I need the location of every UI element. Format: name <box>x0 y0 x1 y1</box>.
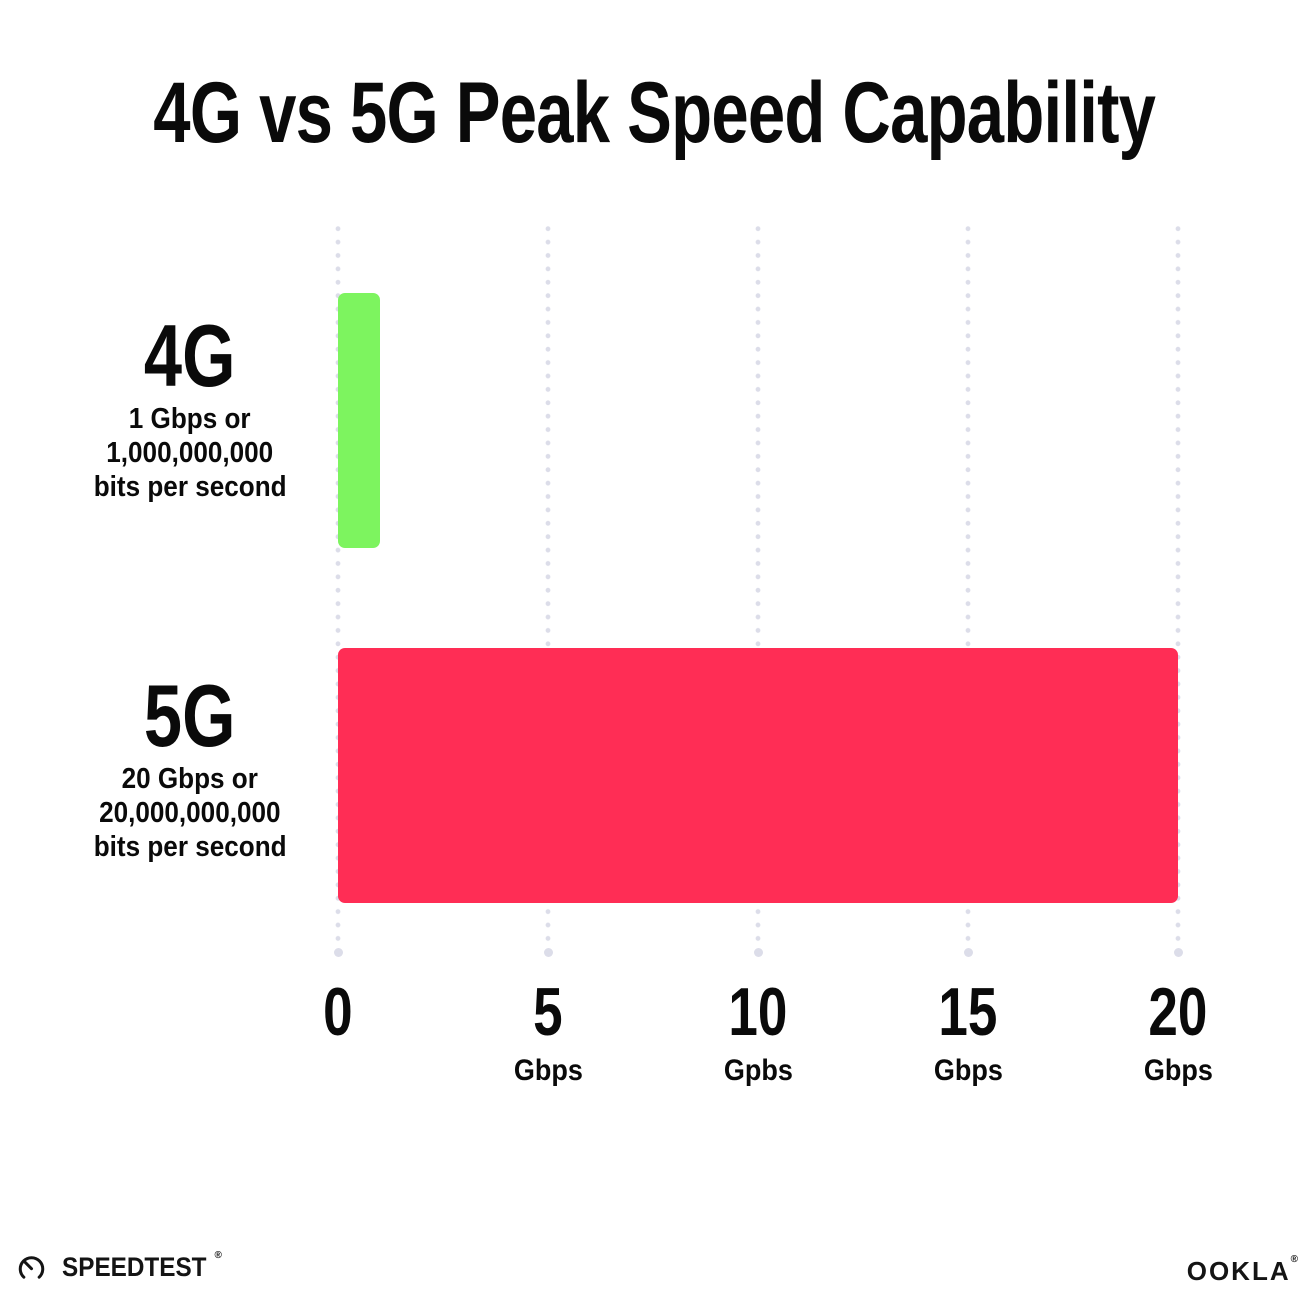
category-sublabel-5g: 20 Gbps or 20,000,000,000 bits per secon… <box>25 762 355 864</box>
bar-4g <box>338 293 380 548</box>
category-label-4g: 4G 1 Gbps or 1,000,000,000 bits per seco… <box>25 310 355 504</box>
category-label-5g: 5G 20 Gbps or 20,000,000,000 bits per se… <box>25 670 355 864</box>
speedtest-trademark: ® <box>214 1250 222 1261</box>
speedtest-wordmark: SPEEDTEST ® <box>62 1250 222 1282</box>
speedtest-gauge-icon <box>18 1256 45 1279</box>
x-tick-unit: Gbps <box>933 1054 1003 1087</box>
speedtest-logo: SPEEDTEST ® <box>16 1250 222 1283</box>
x-tick-15: 15 Gbps <box>848 976 1088 1088</box>
gridline-end-dot <box>963 948 973 957</box>
category-sublabel-4g: 1 Gbps or 1,000,000,000 bits per second <box>25 402 355 504</box>
x-tick-5: 5 Gbps <box>428 976 668 1088</box>
gridline-end-dot <box>1173 948 1183 957</box>
ookla-logo: OOKLA® <box>1186 1254 1300 1287</box>
x-tick-value: 15 <box>938 974 998 1050</box>
x-tick-unit: Gbps <box>1143 1054 1213 1087</box>
chart-title: 4G vs 5G Peak Speed Capability <box>0 64 1308 162</box>
chart-title-text: 4G vs 5G Peak Speed Capability <box>153 64 1156 161</box>
ookla-wordmark: OOKLA <box>1186 1256 1291 1286</box>
sublabel-line: bits per second <box>93 831 287 863</box>
sublabel-line: 1 Gbps or <box>129 403 251 435</box>
sublabel-line: 1,000,000,000 <box>106 437 274 469</box>
x-tick-10: 10 Gpbs <box>638 976 878 1088</box>
category-name-5g-text: 5G <box>144 666 236 765</box>
sublabel-line: 20,000,000,000 <box>99 797 281 829</box>
gridline-end-dot <box>753 948 763 957</box>
sublabel-line: 20 Gbps or <box>121 763 259 795</box>
category-name-4g: 4G <box>25 310 355 402</box>
gridline-20 <box>1175 222 1181 948</box>
gridline-end-dot <box>543 948 553 957</box>
category-name-4g-text: 4G <box>144 306 236 405</box>
x-tick-20: 20 Gbps <box>1058 976 1298 1088</box>
ookla-trademark: ® <box>1290 1254 1300 1265</box>
gridline-10 <box>755 222 761 948</box>
x-tick-unit: Gbps <box>513 1054 583 1087</box>
x-tick-value: 20 <box>1148 974 1208 1050</box>
gridline-end-dot <box>333 948 343 957</box>
x-tick-unit: Gpbs <box>723 1054 793 1087</box>
x-tick-unit <box>218 1054 458 1088</box>
x-tick-0: 0 <box>218 976 458 1088</box>
x-tick-value: 10 <box>728 974 788 1050</box>
gridline-5 <box>545 222 551 948</box>
x-tick-value: 5 <box>533 974 563 1050</box>
gridline-15 <box>965 222 971 948</box>
x-tick-value: 0 <box>323 974 353 1050</box>
gridline-0 <box>335 222 341 948</box>
bar-5g <box>338 648 1178 903</box>
category-name-5g: 5G <box>25 670 355 762</box>
sublabel-line: bits per second <box>93 471 287 503</box>
